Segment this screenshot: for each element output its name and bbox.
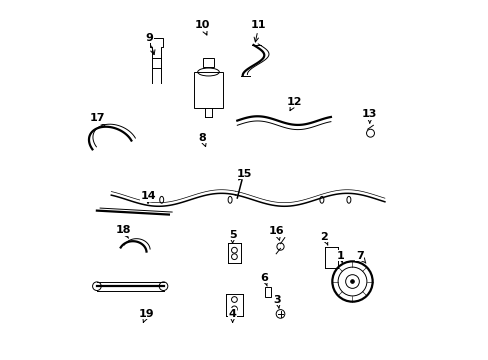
- Bar: [264, 287, 270, 297]
- Text: 18: 18: [115, 225, 131, 238]
- Text: 16: 16: [268, 226, 284, 240]
- Text: 2: 2: [320, 232, 327, 245]
- Text: 19: 19: [139, 309, 154, 323]
- Bar: [203, 58, 213, 67]
- Text: 14: 14: [140, 191, 156, 203]
- Bar: [194, 72, 223, 108]
- Text: 13: 13: [361, 109, 377, 123]
- Text: 4: 4: [228, 309, 236, 323]
- Text: 1: 1: [336, 251, 344, 262]
- Text: 6: 6: [260, 273, 268, 286]
- Text: 9: 9: [145, 33, 155, 55]
- Text: 8: 8: [198, 132, 206, 147]
- Text: 7: 7: [355, 251, 365, 263]
- Text: 5: 5: [228, 230, 236, 243]
- Text: 12: 12: [286, 96, 302, 111]
- Text: 11: 11: [251, 20, 266, 42]
- Text: 17: 17: [90, 113, 105, 126]
- Text: 15: 15: [236, 168, 252, 180]
- Text: 10: 10: [194, 20, 210, 35]
- Circle shape: [350, 280, 354, 283]
- Text: 3: 3: [273, 294, 281, 308]
